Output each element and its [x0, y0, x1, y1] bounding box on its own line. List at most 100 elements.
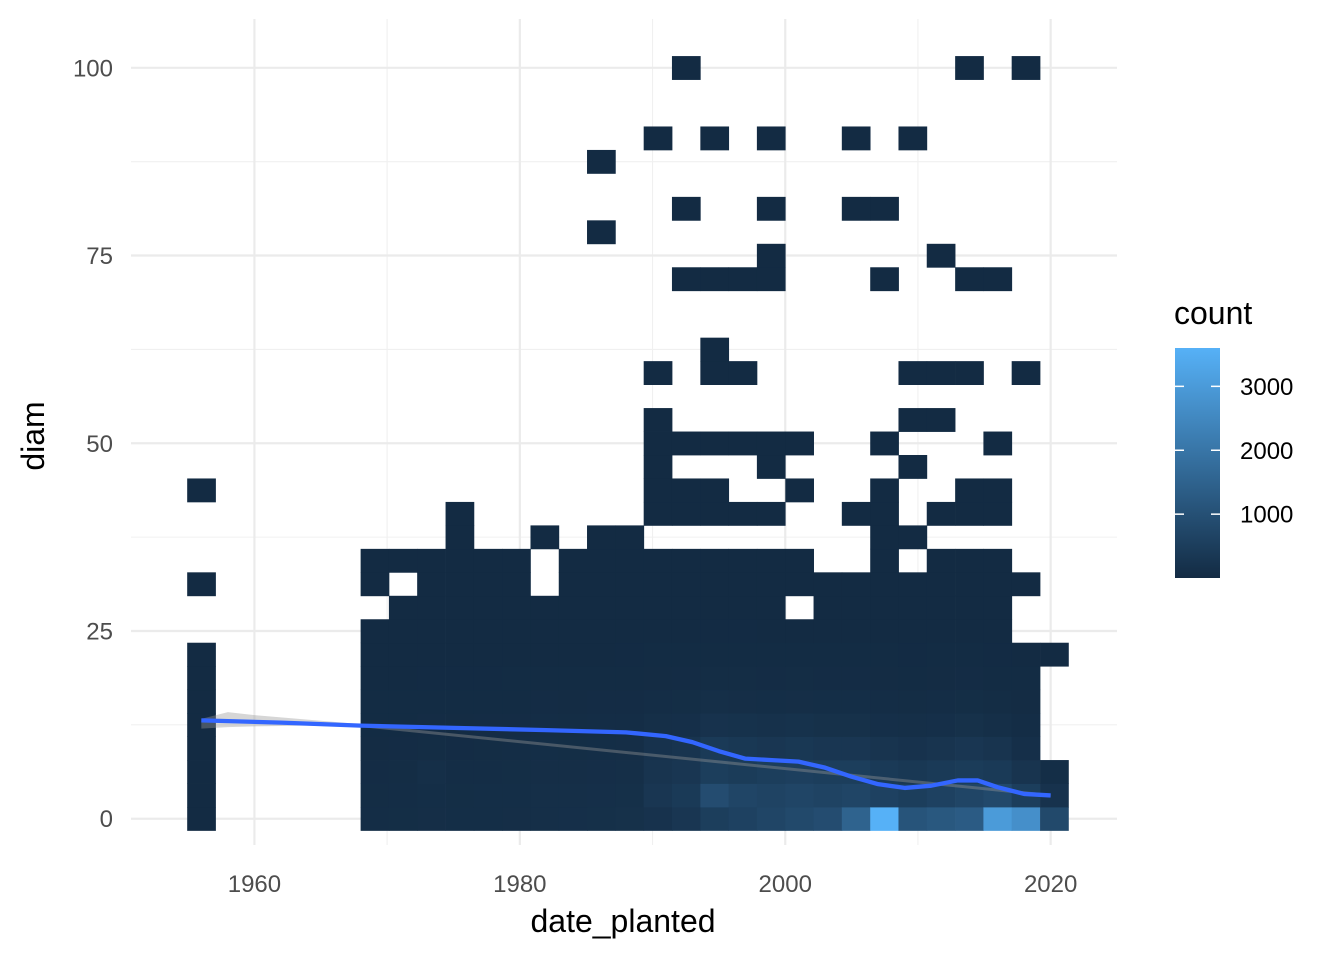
legend-tick-label: 2000 [1240, 438, 1293, 465]
heatmap-tile [417, 619, 446, 644]
heatmap-tile [558, 713, 588, 737]
heatmap-tile [955, 642, 984, 667]
heatmap-tile [530, 666, 560, 691]
heatmap-tile [643, 361, 673, 385]
heatmap-tile [785, 783, 814, 808]
heatmap-tile [187, 666, 216, 691]
y-tick-label: 75 [86, 243, 113, 270]
heatmap-tile [728, 595, 758, 620]
heatmap-tile [615, 806, 645, 831]
heatmap-tile [643, 408, 673, 432]
heatmap-tile [1040, 642, 1069, 667]
heatmap-tile [360, 689, 390, 714]
heatmap-tile [870, 525, 899, 550]
heatmap-tile [700, 666, 730, 691]
heatmap-tile [756, 760, 786, 784]
heatmap-tile [756, 619, 786, 644]
heatmap-tile [700, 267, 730, 292]
heatmap-tile [360, 806, 390, 831]
heatmap-tile [643, 454, 673, 479]
heatmap-tile [870, 806, 899, 831]
heatmap-tile [615, 642, 645, 667]
heatmap-tile [785, 572, 814, 597]
heatmap-tile [955, 736, 984, 761]
heatmap-tile [870, 666, 899, 691]
heatmap-tile [926, 783, 956, 808]
heatmap-tile [728, 501, 758, 526]
heatmap-tile [388, 642, 418, 667]
heatmap-tile [870, 572, 899, 597]
heatmap-tile [187, 689, 216, 714]
heatmap-tile [388, 689, 418, 714]
heatmap-tile [360, 572, 390, 597]
heatmap-tile [502, 806, 531, 831]
heatmap-tile [785, 642, 814, 667]
heatmap-tile [1011, 760, 1041, 784]
heatmap-tile [841, 642, 871, 667]
heatmap-tile [700, 642, 730, 667]
heatmap-tile [841, 666, 871, 691]
heatmap-tile [756, 736, 786, 761]
heatmap-tile [700, 619, 730, 644]
heatmap-tile [955, 548, 984, 573]
heatmap-tile [1011, 642, 1041, 667]
heatmap-tile [898, 126, 928, 151]
heatmap-tile [530, 619, 560, 644]
heatmap-tile [926, 666, 956, 691]
heatmap-tile [643, 548, 673, 573]
heatmap-tile [955, 760, 984, 784]
heatmap-tile [756, 595, 786, 620]
heatmap-tile [756, 572, 786, 597]
heatmap-tile [870, 619, 899, 644]
heatmap-tile [728, 666, 758, 691]
heatmap-tile [671, 783, 701, 808]
heatmap-tile [558, 689, 588, 714]
heatmap-tile [955, 806, 984, 831]
heatmap-tile [445, 501, 475, 526]
heatmap-tile [558, 783, 588, 808]
heatmap-tile [473, 595, 503, 620]
heatmap-tile [530, 736, 560, 761]
heatmap-tile [756, 642, 786, 667]
heatmap-tile [955, 501, 984, 526]
heatmap-tile [445, 572, 475, 597]
heatmap-tile [785, 736, 814, 761]
heatmap-tile [417, 736, 446, 761]
heatmap-tile [756, 196, 786, 221]
heatmap-tile [615, 572, 645, 597]
heatmap-tile [1011, 713, 1041, 737]
heatmap-tile [898, 454, 928, 479]
heatmap-tile [926, 548, 956, 573]
heatmap-tile [983, 736, 1013, 761]
heatmap-tile [502, 642, 531, 667]
heatmap-tile [445, 525, 475, 550]
heatmap-tile [671, 713, 701, 737]
heatmap-tile [926, 408, 956, 432]
heatmap-tile [643, 642, 673, 667]
heatmap-tile [926, 713, 956, 737]
heatmap-tile [841, 806, 871, 831]
heatmap-tile [700, 689, 730, 714]
heatmap-tile [671, 501, 701, 526]
heatmap-tile [643, 783, 673, 808]
heatmap-tile [870, 267, 899, 292]
heatmap-tile [756, 713, 786, 737]
heatmap-tile [870, 736, 899, 761]
heatmap-tile [841, 572, 871, 597]
heatmap-tile [898, 689, 928, 714]
heatmap-tile [671, 760, 701, 784]
y-tick-label: 100 [73, 55, 113, 82]
x-tick-label: 1980 [493, 871, 546, 898]
heatmap-tile [1011, 806, 1041, 831]
x-axis-title: date_planted [530, 903, 715, 939]
heatmap-tile [445, 666, 475, 691]
heatmap-tile [388, 548, 418, 573]
heatmap-tile [700, 361, 730, 385]
heatmap-tile [841, 196, 871, 221]
heatmap-tile [756, 806, 786, 831]
heatmap-tile [983, 572, 1013, 597]
heatmap-tile [700, 595, 730, 620]
heatmap-tile [983, 806, 1013, 831]
heatmap-tile [785, 619, 814, 644]
